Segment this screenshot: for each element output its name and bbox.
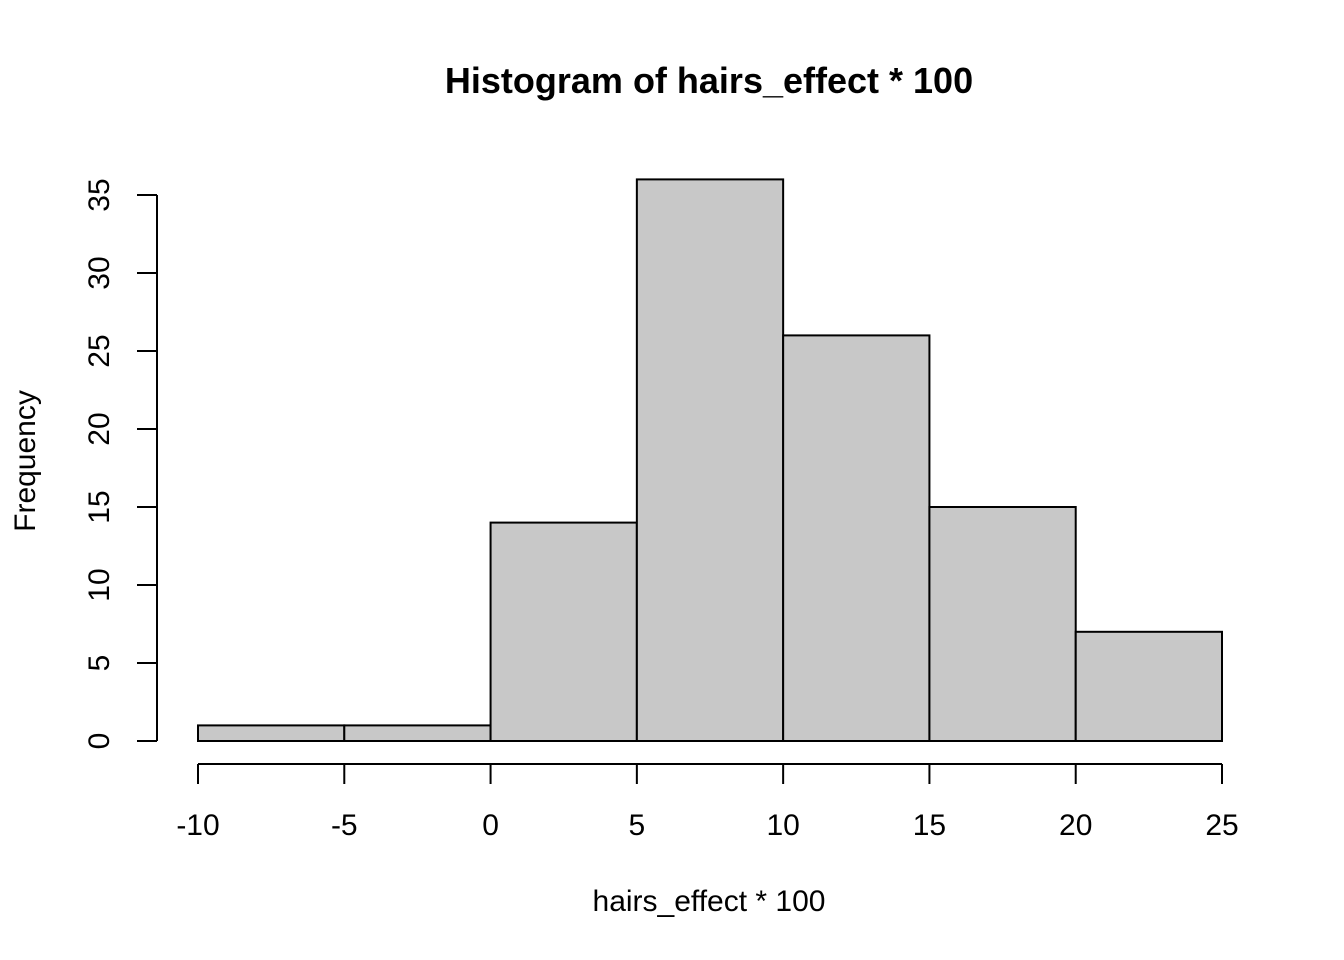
histogram-bars <box>197 178 1223 743</box>
y-tick-label: 0 <box>83 733 116 750</box>
x-tick-label: 5 <box>629 809 646 842</box>
y-tick-label: 5 <box>83 655 116 672</box>
y-tick-label: 10 <box>83 568 116 601</box>
x-tick-label: -10 <box>176 809 219 842</box>
histogram-bar-4 <box>782 334 931 742</box>
y-tick-label: 30 <box>83 256 116 289</box>
y-tick-label: 20 <box>83 412 116 445</box>
y-axis: 0 5 10 15 20 25 30 35 <box>83 178 158 750</box>
histogram-bar-2 <box>489 521 638 742</box>
x-tick-label: 0 <box>482 809 499 842</box>
x-axis-label: hairs_effect * 100 <box>593 885 826 918</box>
x-axis: -10 -5 0 5 10 15 20 25 <box>176 763 1239 842</box>
x-tick-label: 15 <box>913 809 946 842</box>
histogram-bar-6 <box>1074 630 1223 742</box>
histogram-bar-5 <box>928 506 1077 742</box>
y-axis-label: Frequency <box>9 390 42 532</box>
x-tick-label: 25 <box>1205 809 1238 842</box>
histogram-bar-0 <box>197 724 346 743</box>
y-tick-label: 25 <box>83 334 116 367</box>
y-tick-label: 35 <box>83 178 116 211</box>
y-tick-label: 15 <box>83 490 116 523</box>
chart-title: Histogram of hairs_effect * 100 <box>445 60 973 101</box>
histogram-bar-3 <box>635 178 785 742</box>
x-tick-label: 10 <box>766 809 799 842</box>
x-tick-label: -5 <box>331 809 358 842</box>
x-tick-label: 20 <box>1059 809 1092 842</box>
histogram-bar-1 <box>343 724 492 743</box>
